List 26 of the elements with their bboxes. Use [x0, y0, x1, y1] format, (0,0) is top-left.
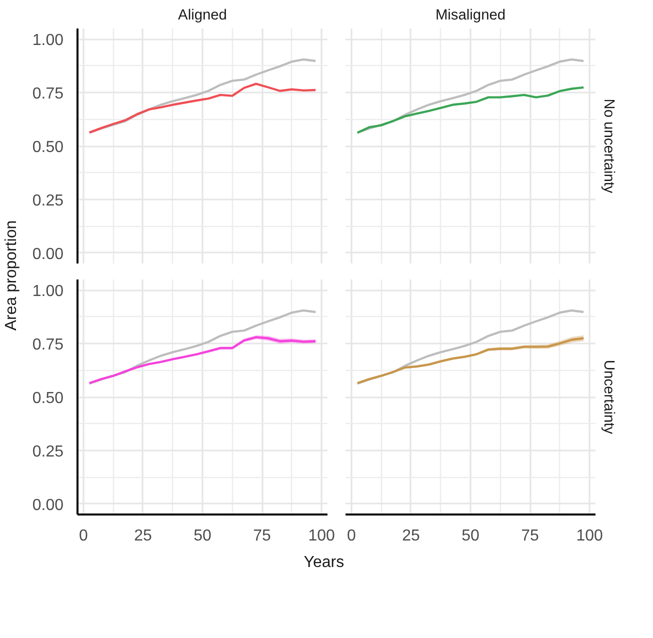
x-tick-label: 100 [576, 528, 603, 544]
x-tick-label: 25 [134, 528, 152, 544]
y-tick-label: 1.00 [32, 32, 64, 50]
x-tick-label: 75 [253, 528, 272, 544]
x-tick-label: 50 [194, 528, 212, 544]
y-tick-label: 1.00 [32, 283, 64, 300]
y-tick-label: 0.75 [32, 336, 64, 354]
y-tick-label: 0.50 [32, 390, 64, 407]
x-tick-label: 100 [308, 528, 335, 544]
y-tick-label: 0.00 [32, 496, 64, 514]
x-tick-label: 25 [402, 528, 420, 544]
y-tick-label: 0.25 [32, 192, 64, 210]
y-tick-label: 0.50 [32, 139, 64, 156]
x-axis-title: Years [304, 554, 344, 571]
chart-title: Aligned [178, 8, 227, 24]
y-tick-label: 0.00 [32, 246, 64, 263]
x-tick-label: 75 [521, 528, 540, 544]
x-tick-label: 0 [347, 528, 356, 544]
text: No uncertainty [600, 98, 616, 194]
chart-title: Misaligned [435, 8, 506, 24]
x-tick-label: 50 [462, 528, 480, 544]
y-axis-title: Area proportion [3, 220, 20, 331]
x-tick-label: 0 [79, 528, 88, 544]
y-tick-label: 0.25 [32, 443, 64, 460]
y-tick-label: 0.75 [32, 86, 64, 103]
text: Uncertainty [600, 360, 616, 435]
